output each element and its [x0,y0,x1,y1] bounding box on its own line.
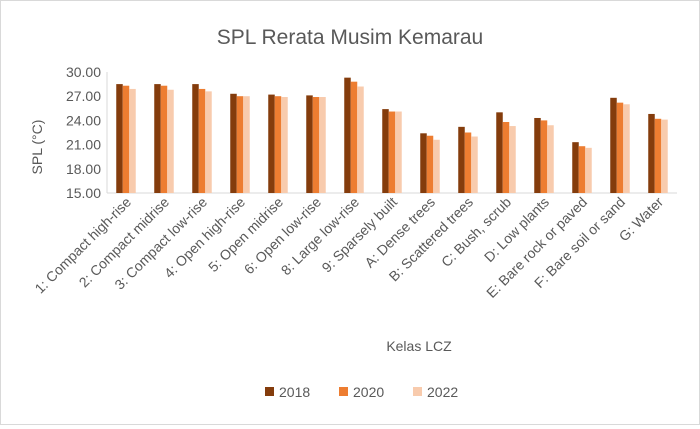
bar-2022-12 [547,125,554,193]
y-axis-ticks: 15.00 18.00 21.00 24.00 27.00 30.00 [66,64,101,201]
legend: 2018 2020 2022 [265,384,458,400]
y-tick-label: 18.00 [66,161,101,177]
bar-2020-11 [502,122,510,193]
bar-2020-1 [122,85,130,193]
bar-2022-1 [129,88,136,193]
bar-2018-6 [306,95,313,193]
legend-swatch-2020 [339,387,348,396]
bar-2022-13 [585,147,592,193]
bar-2020-12 [540,120,548,193]
y-tick-label: 15.00 [66,185,101,201]
y-tick-label: 21.00 [66,137,101,153]
bar-2020-13 [578,146,586,193]
bar-2022-7 [357,86,364,193]
bar-2020-14 [616,102,624,193]
bar-2020-2 [160,85,168,193]
bar-2018-11 [496,112,503,193]
legend-swatch-2022 [413,387,422,396]
bar-2018-3 [192,84,199,193]
bars [116,77,668,193]
bar-2022-11 [509,126,516,193]
legend-label-2018: 2018 [279,384,310,400]
bar-2020-4 [236,96,244,193]
bar-2018-12 [534,117,541,193]
bar-2022-5 [281,97,288,193]
bar-2018-9 [420,133,427,193]
bar-2022-3 [205,91,212,193]
y-tick-label: 24.00 [66,112,101,128]
bar-2020-8 [388,111,396,193]
bar-2022-10 [471,136,478,193]
bar-2022-4 [243,96,250,193]
bar-2018-14 [610,97,617,193]
x-axis-label: Kelas LCZ [386,338,452,354]
bar-2022-2 [167,89,174,193]
bar-2018-4 [230,93,237,193]
legend-label-2020: 2020 [353,384,384,400]
legend-label-2022: 2022 [427,384,458,400]
bar-2018-13 [572,142,579,193]
bar-2022-14 [623,104,630,193]
bar-2018-10 [458,126,465,193]
y-tick-label: 30.00 [66,64,101,80]
bar-2018-15 [648,113,655,193]
bar-2018-8 [382,109,389,193]
bar-2020-7 [350,81,358,193]
bar-2022-15 [661,119,668,193]
bar-2020-9 [426,135,434,193]
bar-2022-9 [433,139,440,193]
bar-2018-5 [268,94,275,193]
chart-title: SPL Rerata Musim Kemarau [217,26,484,49]
y-axis-label: SPL (°C) [29,120,45,175]
bar-2020-5 [274,96,282,193]
bar-2020-10 [464,132,472,193]
legend-swatch-2018 [265,387,274,396]
y-tick-label: 27.00 [66,88,101,104]
bar-2018-7 [344,77,351,193]
bar-2022-6 [319,97,326,193]
bar-2020-3 [198,88,206,193]
bar-2018-1 [116,84,123,193]
bar-2018-2 [154,84,161,193]
bar-2020-15 [654,118,662,193]
bar-2022-8 [395,111,402,193]
bar-2020-6 [312,97,320,193]
